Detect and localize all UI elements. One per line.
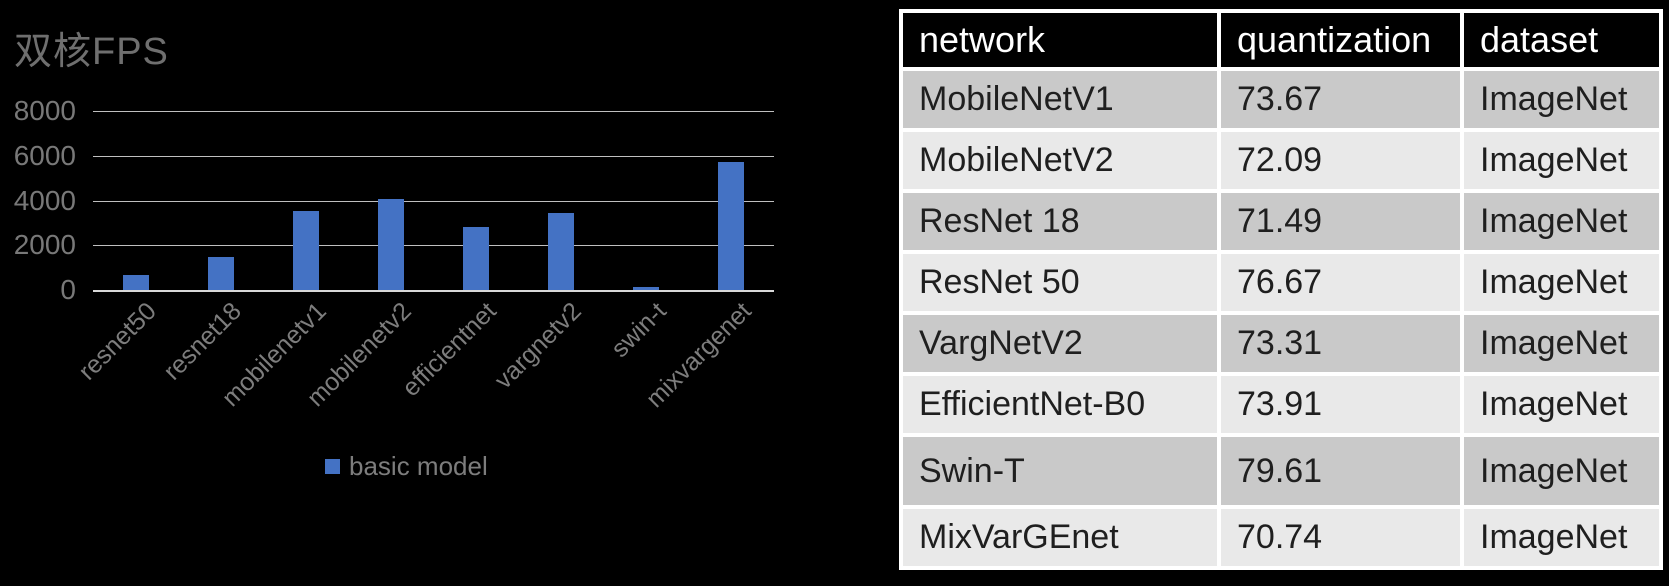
gridline-2000 bbox=[93, 245, 774, 247]
cell-dataset: ImageNet bbox=[1464, 193, 1659, 250]
cell-network: EfficientNet-B0 bbox=[903, 376, 1217, 433]
column-header-network: network bbox=[903, 13, 1217, 67]
bar-swin-t bbox=[633, 287, 660, 290]
column-header-dataset: dataset bbox=[1464, 13, 1659, 67]
chart-legend: basic model bbox=[325, 451, 488, 482]
bar-resnet18 bbox=[207, 257, 234, 290]
gridline-4000 bbox=[93, 200, 774, 202]
y-tick-label-6000: 6000 bbox=[13, 139, 76, 171]
cell-quantization: 79.61 bbox=[1221, 437, 1460, 505]
cell-dataset: ImageNet bbox=[1464, 509, 1659, 566]
table-row-MobileNetV1: MobileNetV1 73.67 ImageNet bbox=[903, 71, 1659, 128]
gridline-8000 bbox=[93, 111, 774, 112]
table-row-MobileNetV2: MobileNetV2 72.09 ImageNet bbox=[903, 132, 1659, 189]
table-row-ResNet 18: ResNet 18 71.49 ImageNet bbox=[903, 193, 1659, 250]
chart-title: 双核FPS bbox=[14, 31, 169, 73]
legend-series-label: basic model bbox=[349, 451, 488, 481]
cell-network: MobileNetV2 bbox=[903, 132, 1217, 189]
y-tick-label-2000: 2000 bbox=[13, 229, 76, 261]
cell-network: VargNetV2 bbox=[903, 315, 1217, 372]
results-table-panel: network quantization dataset MobileNetV1… bbox=[899, 9, 1663, 570]
cell-quantization: 70.74 bbox=[1221, 509, 1460, 566]
column-header-quantization: quantization bbox=[1221, 13, 1460, 67]
bar-vargnetv2 bbox=[548, 213, 575, 290]
cell-quantization: 71.49 bbox=[1221, 193, 1460, 250]
y-tick-label-4000: 4000 bbox=[13, 184, 76, 216]
cell-network: MobileNetV1 bbox=[903, 71, 1217, 128]
y-tick-label-8000: 8000 bbox=[13, 95, 76, 126]
fps-bar-chart: 双核FPS 0 2000 4000 6000 8000 resnet50 resnet18… bbox=[13, 31, 774, 482]
table-row-VargNetV2: VargNetV2 73.31 ImageNet bbox=[903, 315, 1659, 372]
plot-area bbox=[93, 111, 774, 292]
table-row-ResNet 50: ResNet 50 76.67 ImageNet bbox=[903, 254, 1659, 311]
cell-network: ResNet 18 bbox=[903, 193, 1217, 250]
cell-dataset: ImageNet bbox=[1464, 376, 1659, 433]
table-body: MobileNetV1 73.67 ImageNet MobileNetV2 72.09… bbox=[903, 71, 1659, 566]
table-row-MixVarGEnet: MixVarGEnet 70.74 ImageNet bbox=[903, 509, 1659, 566]
table-row-Swin-T: Swin-T 79.61 ImageNet bbox=[903, 437, 1659, 505]
cell-dataset: ImageNet bbox=[1464, 71, 1659, 128]
bar-mixvargenet bbox=[718, 162, 745, 290]
cell-quantization: 73.67 bbox=[1221, 71, 1460, 128]
table-header-row: network quantization dataset bbox=[903, 13, 1659, 67]
cell-network: Swin-T bbox=[903, 437, 1217, 505]
y-tick-label-0: 0 bbox=[60, 274, 76, 305]
cell-quantization: 73.31 bbox=[1221, 315, 1460, 372]
cell-dataset: ImageNet bbox=[1464, 132, 1659, 189]
bar-efficientnet bbox=[463, 227, 490, 290]
gridline-6000 bbox=[93, 155, 774, 157]
cell-network: MixVarGEnet bbox=[903, 509, 1217, 566]
results-table: network quantization dataset MobileNetV1… bbox=[899, 9, 1663, 570]
cell-network: ResNet 50 bbox=[903, 254, 1217, 311]
bar-resnet50 bbox=[122, 275, 149, 290]
cell-quantization: 72.09 bbox=[1221, 132, 1460, 189]
legend-color-swatch-icon bbox=[325, 459, 340, 474]
bar-mobilenetv1 bbox=[292, 211, 319, 290]
table-row-EfficientNet-B0: EfficientNet-B0 73.91 ImageNet bbox=[903, 376, 1659, 433]
cell-quantization: 73.91 bbox=[1221, 376, 1460, 433]
cell-dataset: ImageNet bbox=[1464, 315, 1659, 372]
cell-quantization: 76.67 bbox=[1221, 254, 1460, 311]
cell-dataset: ImageNet bbox=[1464, 254, 1659, 311]
bar-mobilenetv2 bbox=[377, 199, 404, 290]
cell-dataset: ImageNet bbox=[1464, 437, 1659, 505]
